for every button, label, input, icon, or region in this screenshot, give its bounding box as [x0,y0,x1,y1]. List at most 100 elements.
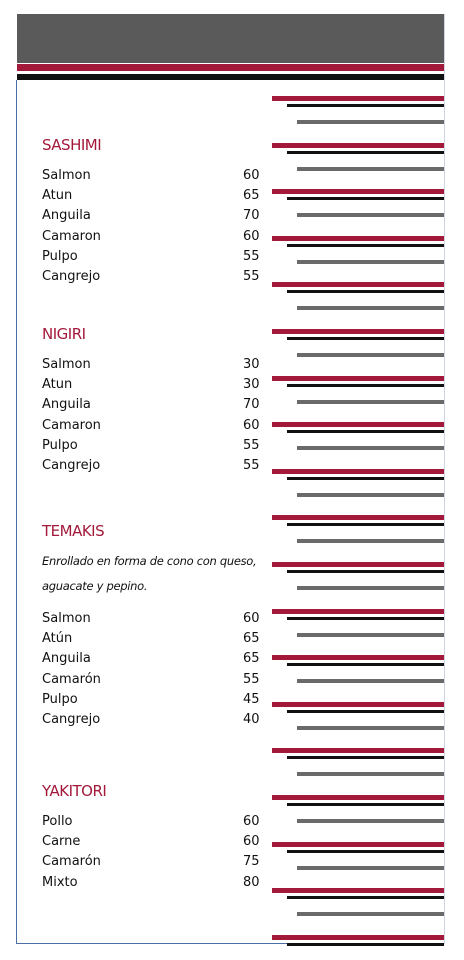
stripe-gray [297,166,444,171]
stripe-red [272,422,444,428]
item-price: 55 [243,437,260,453]
item-name: Atun [42,377,73,393]
item-price: 55 [243,269,260,284]
item-price: 60 [243,611,260,626]
item-price: 60 [243,834,260,850]
stripe-black [287,803,444,806]
stripe-red [272,888,444,894]
stripe-red [272,282,444,288]
item-name: Camarón [42,671,101,687]
item-name: Pulpo [42,437,78,453]
page-border [16,80,17,944]
item-name: Carne [42,834,81,850]
stripe-gray [297,353,444,357]
stripe-black [287,337,444,340]
stripe-gray [297,865,444,870]
stripe-black [287,616,444,620]
stripe-red [272,934,444,940]
item-name: Anguila [42,208,91,224]
item-price: 40 [243,712,260,727]
stripe-red [272,701,444,707]
item-price: 75 [243,854,260,870]
stripe-red [272,235,444,241]
item-name: Camaron [42,228,101,244]
stripe-red [272,375,444,381]
item-price: 65 [243,631,260,647]
stripe-gray [297,772,444,777]
stripe-gray [297,912,444,917]
item-name: Cangrejo [42,269,101,284]
header-stripe [17,74,445,80]
stripe-gray [297,492,444,497]
item-price: 70 [243,397,260,413]
item-name: Salmon [42,611,91,626]
stripe-red [272,515,444,521]
stripe-gray [297,586,444,590]
section-title: YAKITORI [42,782,107,800]
stripe-red [272,96,444,101]
stripe-red [272,142,444,148]
section-description: aguacate y pepino. [42,579,148,593]
stripe-gray [297,259,444,264]
item-price: 65 [243,651,260,667]
item-name: Camarón [42,854,101,870]
stripe-black [287,290,444,294]
item-name: Pollo [42,814,73,829]
stripe-black [287,849,444,853]
stripe-red [272,841,444,847]
stripe-black [287,570,444,573]
stripe-black [287,476,444,480]
item-price: 60 [243,168,260,183]
stripe-black [287,709,444,713]
stripe-black [287,197,444,201]
item-price: 60 [243,417,260,433]
header-stripe [17,64,445,71]
item-name: Mixto [42,874,78,890]
stripe-black [287,942,444,946]
item-price: 60 [243,228,260,244]
item-price: 45 [243,691,260,707]
stripe-black [287,150,444,154]
stripe-black [287,756,444,760]
stripe-red [272,608,444,614]
item-name: Salmon [42,357,91,372]
item-price: 60 [243,814,260,829]
stripe-gray [297,306,444,311]
item-name: Cangrejo [42,458,101,473]
item-price: 65 [243,188,260,204]
stripe-gray [297,819,444,823]
item-name: Anguila [42,397,91,413]
item-name: Salmon [42,168,91,183]
item-price: 30 [243,357,260,372]
stripe-red [272,795,444,800]
item-price: 55 [243,671,260,687]
section-title: SASHIMI [42,136,102,154]
stripe-black [287,430,444,434]
stripe-gray [297,399,444,404]
item-price: 55 [243,248,260,264]
header-bar [17,14,445,63]
item-name: Cangrejo [42,712,101,727]
stripe-black [287,243,444,247]
item-name: Pulpo [42,248,78,264]
stripe-red [272,748,444,754]
section-title: TEMAKIS [42,522,105,540]
item-name: Atún [42,631,73,647]
item-price: 80 [243,874,260,890]
stripe-gray [297,446,444,451]
item-name: Pulpo [42,691,78,707]
stripe-black [287,663,444,667]
item-price: 55 [243,458,260,473]
stripe-gray [297,679,444,684]
item-name: Camaron [42,417,101,433]
stripe-black [287,523,444,527]
stripe-black [287,104,444,107]
item-name: Atun [42,188,73,204]
section-title: NIGIRI [42,325,86,343]
item-price: 30 [243,377,260,393]
stripe-red [272,468,444,474]
stripe-gray [297,632,444,637]
page-border [444,14,445,944]
stripe-gray [297,539,444,544]
